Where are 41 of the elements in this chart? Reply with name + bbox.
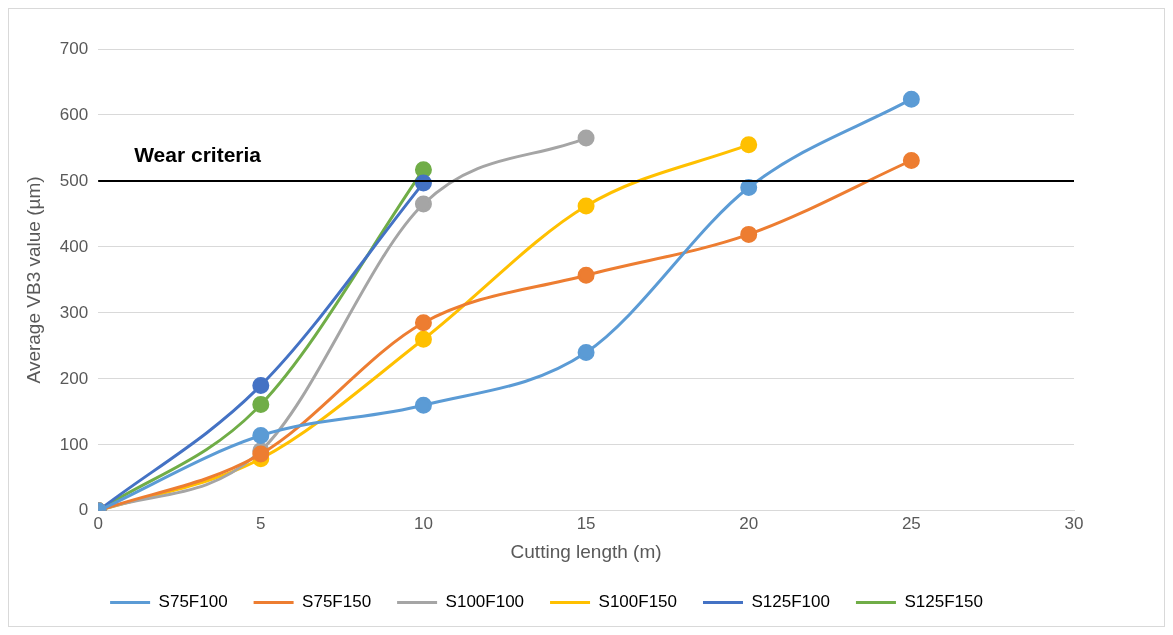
y-tick-label: 700 [59,38,89,58]
legend-label: S125F150 [904,592,983,612]
point [252,376,270,394]
point [902,90,920,108]
point [577,266,595,284]
y-tick-label: 0 [78,500,89,520]
y-tick-label: 100 [59,434,89,454]
ref-line-label: Wear criteria [134,143,262,167]
x-tick-label: 30 [1064,513,1084,533]
point [414,195,432,213]
y-axis-title: Average VB3 value (µm) [22,176,44,384]
point [902,151,920,169]
legend-label: S100F150 [598,592,677,612]
x-tick-label: 0 [93,513,103,533]
y-tick-label: 400 [59,236,89,256]
y-tick-label: 200 [59,368,89,388]
point [577,343,595,361]
x-tick-label: 10 [413,513,433,533]
legend-label: S75F100 [158,592,228,612]
point [740,225,758,243]
x-tick-label: 20 [739,513,759,533]
x-tick-label: 5 [256,513,266,533]
legend-label: S100F100 [445,592,525,612]
legend-label: S75F150 [302,592,372,612]
point [252,396,270,414]
point [577,197,595,215]
y-tick-label: 500 [59,170,89,190]
point [414,314,432,332]
legend-label: S125F100 [751,592,830,612]
point [740,179,758,197]
x-tick-label: 25 [901,513,921,533]
point [414,396,432,414]
x-axis-title: Cutting length (m) [510,540,662,562]
point [577,129,595,147]
point [252,427,270,445]
x-tick-label: 15 [576,513,596,533]
point [740,136,758,154]
point [414,161,432,179]
y-tick-label: 600 [59,104,89,124]
y-tick-label: 300 [59,302,89,322]
point [414,330,432,348]
